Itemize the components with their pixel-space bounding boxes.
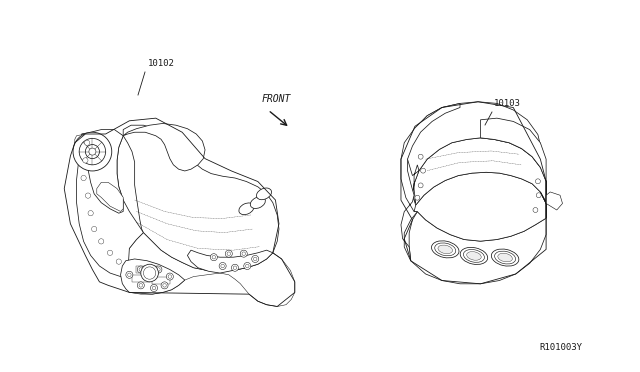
Ellipse shape bbox=[495, 251, 516, 264]
Circle shape bbox=[227, 252, 230, 256]
Polygon shape bbox=[403, 102, 546, 284]
Polygon shape bbox=[82, 129, 123, 213]
Ellipse shape bbox=[467, 251, 481, 260]
Circle shape bbox=[108, 250, 113, 256]
Circle shape bbox=[232, 264, 239, 271]
Circle shape bbox=[139, 268, 143, 271]
Circle shape bbox=[420, 168, 426, 173]
Circle shape bbox=[85, 145, 99, 158]
Circle shape bbox=[141, 264, 159, 282]
Polygon shape bbox=[409, 212, 546, 284]
Circle shape bbox=[212, 256, 216, 259]
Circle shape bbox=[252, 256, 259, 263]
Circle shape bbox=[242, 252, 246, 256]
Circle shape bbox=[73, 132, 112, 171]
Circle shape bbox=[139, 283, 143, 287]
Ellipse shape bbox=[250, 197, 266, 208]
Ellipse shape bbox=[431, 241, 459, 258]
Polygon shape bbox=[401, 103, 460, 261]
Circle shape bbox=[161, 282, 168, 289]
Circle shape bbox=[418, 154, 423, 159]
Text: FRONT: FRONT bbox=[262, 94, 291, 104]
Polygon shape bbox=[77, 132, 143, 276]
Circle shape bbox=[152, 286, 156, 290]
Circle shape bbox=[138, 282, 145, 289]
Ellipse shape bbox=[435, 243, 456, 256]
Circle shape bbox=[225, 250, 232, 257]
Circle shape bbox=[116, 259, 122, 264]
Ellipse shape bbox=[498, 253, 513, 262]
Polygon shape bbox=[408, 102, 542, 203]
Polygon shape bbox=[412, 138, 546, 205]
Circle shape bbox=[85, 193, 91, 198]
Ellipse shape bbox=[257, 188, 271, 200]
Circle shape bbox=[138, 266, 145, 273]
Circle shape bbox=[415, 195, 420, 200]
Polygon shape bbox=[546, 192, 563, 210]
Circle shape bbox=[246, 264, 249, 268]
Circle shape bbox=[418, 183, 423, 188]
Circle shape bbox=[143, 267, 156, 279]
Text: R101003Y: R101003Y bbox=[540, 343, 582, 352]
Circle shape bbox=[79, 138, 106, 165]
Circle shape bbox=[244, 263, 251, 270]
Circle shape bbox=[166, 273, 173, 280]
Circle shape bbox=[84, 140, 90, 145]
Ellipse shape bbox=[460, 247, 488, 264]
Circle shape bbox=[168, 275, 172, 278]
Text: 10102: 10102 bbox=[148, 59, 175, 68]
Ellipse shape bbox=[463, 250, 484, 262]
Circle shape bbox=[163, 283, 166, 287]
Polygon shape bbox=[132, 275, 150, 282]
Polygon shape bbox=[120, 259, 185, 294]
Ellipse shape bbox=[239, 203, 254, 215]
Circle shape bbox=[88, 211, 93, 216]
Circle shape bbox=[253, 257, 257, 261]
Polygon shape bbox=[481, 118, 546, 218]
Circle shape bbox=[221, 264, 225, 268]
Circle shape bbox=[211, 254, 218, 261]
Polygon shape bbox=[152, 276, 170, 283]
Polygon shape bbox=[75, 134, 94, 150]
Circle shape bbox=[150, 285, 157, 292]
Ellipse shape bbox=[492, 249, 519, 266]
Polygon shape bbox=[59, 118, 295, 307]
Circle shape bbox=[126, 271, 133, 278]
Polygon shape bbox=[126, 232, 295, 307]
Circle shape bbox=[81, 175, 86, 181]
Circle shape bbox=[155, 266, 162, 273]
Circle shape bbox=[233, 266, 237, 270]
Circle shape bbox=[127, 273, 131, 276]
Circle shape bbox=[99, 239, 104, 244]
Polygon shape bbox=[123, 124, 205, 171]
Circle shape bbox=[240, 250, 247, 257]
Polygon shape bbox=[188, 250, 273, 273]
Polygon shape bbox=[123, 125, 279, 271]
Circle shape bbox=[219, 263, 226, 270]
Circle shape bbox=[536, 193, 541, 198]
Polygon shape bbox=[97, 182, 123, 211]
Circle shape bbox=[533, 208, 538, 212]
Circle shape bbox=[83, 158, 88, 163]
Circle shape bbox=[89, 148, 96, 155]
Circle shape bbox=[536, 179, 540, 184]
Circle shape bbox=[157, 268, 160, 271]
Ellipse shape bbox=[438, 245, 452, 254]
Text: 10103: 10103 bbox=[494, 99, 521, 108]
Circle shape bbox=[92, 227, 97, 232]
Polygon shape bbox=[136, 266, 159, 273]
Polygon shape bbox=[414, 172, 546, 241]
